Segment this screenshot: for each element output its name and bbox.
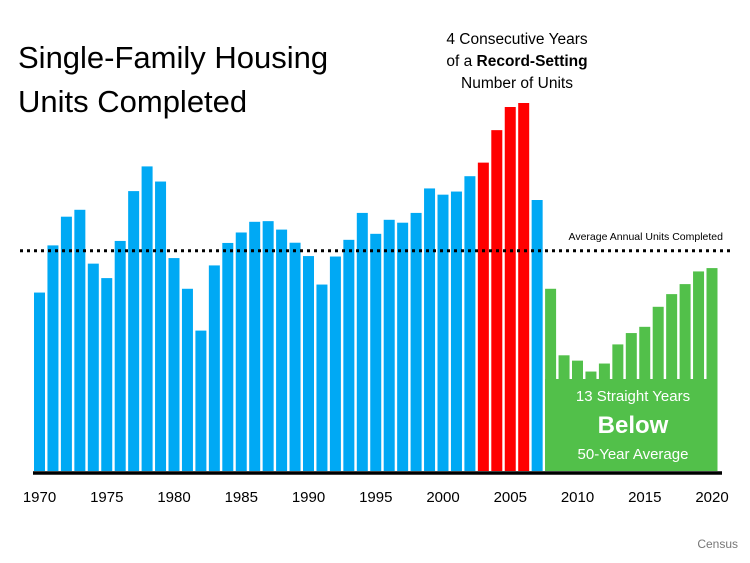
- below-text-line2: Below: [598, 412, 669, 439]
- bar-2019: [693, 271, 705, 471]
- bar-1986: [249, 221, 261, 471]
- bar-1984: [222, 242, 234, 471]
- bar-1990: [303, 256, 314, 471]
- below-average-box: [545, 379, 718, 471]
- bar-1988: [276, 229, 288, 471]
- bar-1983: [208, 265, 220, 471]
- x-tick-label: 1975: [90, 489, 123, 506]
- bar-1978: [141, 166, 153, 471]
- bar-2018: [679, 284, 691, 471]
- bar-2001: [450, 191, 462, 471]
- record-annotation-line2: of a Record-Setting: [412, 51, 622, 73]
- bar-1999: [424, 188, 436, 471]
- bar-2002: [464, 176, 476, 471]
- bar-1991: [316, 284, 328, 471]
- bar-1972: [60, 216, 72, 471]
- x-tick-label: 2010: [561, 489, 594, 506]
- x-tick-label: 2000: [426, 489, 459, 506]
- x-tick-label: 1985: [225, 489, 258, 506]
- x-tick-label: 1990: [292, 489, 325, 506]
- record-annotation-prefix: of a: [446, 53, 477, 70]
- x-tick-label: 2020: [695, 489, 728, 506]
- bar-1998: [410, 212, 422, 471]
- bar-1993: [343, 239, 355, 471]
- bar-1992: [329, 256, 341, 471]
- x-tick-label: 1995: [359, 489, 392, 506]
- below-text-line3: 50-Year Average: [578, 446, 689, 463]
- bar-1981: [181, 288, 193, 471]
- bar-1980: [168, 258, 180, 471]
- bar-1982: [195, 330, 207, 471]
- x-tick-label: 2015: [628, 489, 661, 506]
- bar-1979: [155, 181, 167, 471]
- record-annotation-bold: Record-Setting: [476, 53, 588, 70]
- bar-1985: [235, 232, 247, 471]
- source-label: Census: [697, 537, 738, 551]
- bar-2006: [518, 103, 530, 471]
- bar-1997: [397, 222, 409, 471]
- bar-2004: [491, 130, 503, 471]
- x-tick-label: 1980: [157, 489, 190, 506]
- bar-1987: [262, 221, 274, 471]
- bar-1970: [34, 292, 45, 471]
- record-annotation-line3: Number of Units: [461, 75, 573, 92]
- bar-2003: [477, 162, 489, 471]
- below-text-line1: 13 Straight Years: [576, 388, 690, 405]
- bar-1994: [356, 212, 368, 471]
- bar-2000: [437, 194, 449, 471]
- bar-2005: [504, 107, 516, 472]
- bar-2020: [706, 268, 718, 471]
- average-line-label: Average Annual Units Completed: [569, 231, 724, 243]
- bar-1976: [114, 240, 126, 471]
- bar-1974: [87, 263, 99, 471]
- record-annotation: 4 Consecutive Years of a Record-Setting …: [412, 29, 622, 95]
- bar-1977: [128, 191, 140, 471]
- bar-1989: [289, 242, 301, 471]
- x-tick-label: 1970: [23, 489, 56, 506]
- record-annotation-line1: 4 Consecutive Years: [446, 31, 588, 48]
- x-tick-label: 2005: [494, 489, 527, 506]
- bar-1971: [47, 245, 59, 471]
- bar-1973: [74, 209, 86, 471]
- chart-title: Single-Family Housing Units Completed: [18, 40, 329, 119]
- bar-1995: [370, 233, 382, 471]
- bar-2007: [531, 200, 543, 471]
- bar-1975: [101, 278, 113, 471]
- bar-1996: [383, 219, 395, 471]
